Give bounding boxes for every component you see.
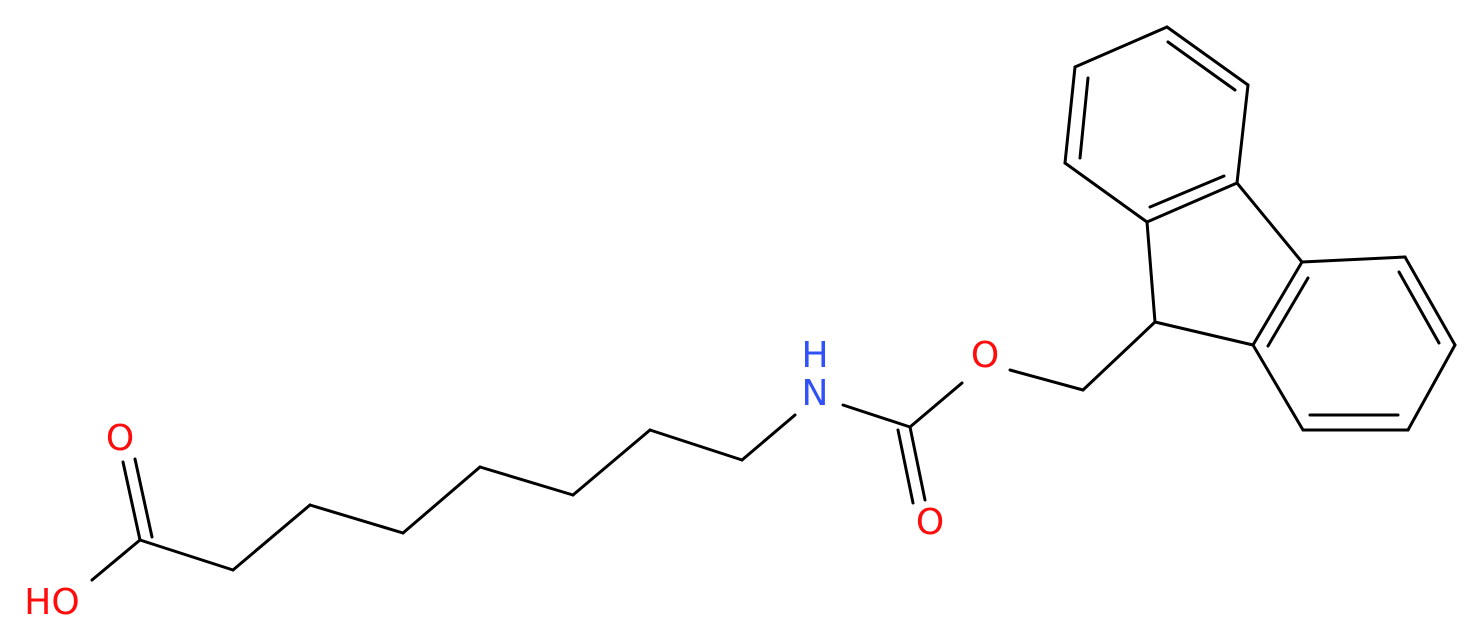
atom-label: HO bbox=[24, 582, 79, 623]
atom-label: N bbox=[802, 373, 829, 414]
atom-label: O bbox=[971, 335, 999, 376]
atom-label: O bbox=[106, 418, 134, 459]
atom-label: O bbox=[916, 502, 944, 543]
bonds bbox=[90, 25, 1457, 582]
atom-label: H bbox=[801, 335, 828, 376]
